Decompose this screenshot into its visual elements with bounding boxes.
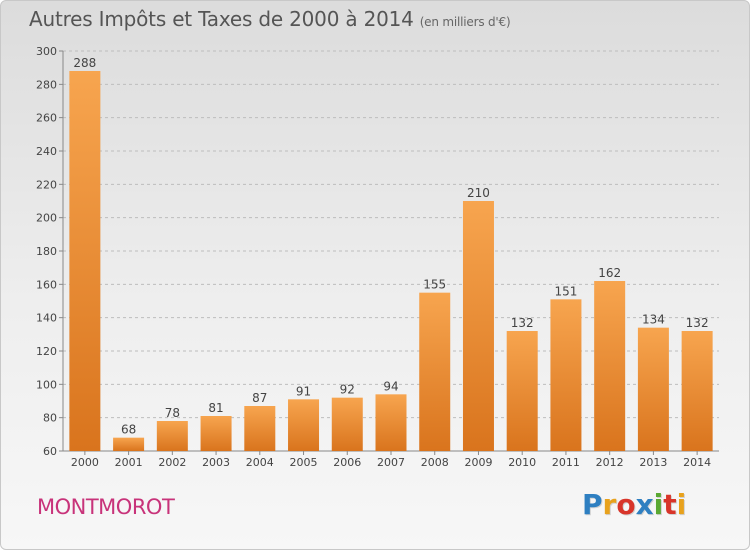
x-tick-label: 2003 [202,456,230,469]
bar [419,292,451,451]
chart-title: Autres Impôts et Taxes de 2000 à 2014 (en… [29,7,511,31]
y-tick-label: 180 [36,245,57,258]
logo-letter: t [663,488,677,521]
bar [637,327,669,451]
x-tick-label: 2008 [421,456,449,469]
bar [506,331,538,451]
x-tick-label: 2011 [552,456,580,469]
bar-value-label: 81 [208,401,223,415]
x-tick-label: 2002 [158,456,186,469]
x-tick-label: 2001 [115,456,143,469]
chart-subtitle: (en milliers d'€) [419,15,511,29]
logo-letter: i [653,488,664,521]
logo-letter: P [582,488,603,521]
bar-value-label: 134 [642,313,665,327]
y-tick-label: 280 [36,78,57,91]
y-tick-label: 300 [36,45,57,58]
bar [113,437,145,451]
x-tick-label: 2009 [464,456,492,469]
x-tick-label: 2000 [71,456,99,469]
bar [681,331,713,451]
bar [244,406,276,451]
chart-title-text: Autres Impôts et Taxes de 2000 à 2014 [29,7,414,31]
bar-value-label: 151 [554,284,577,298]
bar [331,397,363,451]
logo-letter: i [676,488,687,521]
bar [200,416,232,451]
bar-value-label: 155 [423,278,446,292]
x-tick-label: 2004 [246,456,274,469]
bar [156,421,188,451]
y-tick-label: 60 [43,445,57,458]
x-tick-label: 2013 [639,456,667,469]
y-tick-label: 100 [36,378,57,391]
commune-name: MONTMOROT [37,495,175,519]
bar [550,299,582,451]
y-tick-label: 200 [36,212,57,225]
bar-value-label: 132 [686,316,709,330]
y-tick-label: 220 [36,178,57,191]
x-tick-label: 2007 [377,456,405,469]
bar-value-label: 68 [121,423,136,437]
labels: 60 80 100 120 140 160 180 200 220 240 260 280 300 200… [36,45,711,469]
bar [375,394,407,451]
x-tick-label: 2012 [596,456,624,469]
bar-value-label: 210 [467,186,490,200]
x-tick-label: 2010 [508,456,536,469]
y-tick-label: 240 [36,145,57,158]
bars [69,71,713,451]
y-tick-label: 120 [36,345,57,358]
y-tick-label: 140 [36,312,57,325]
bar-value-label: 132 [511,316,534,330]
bar [288,399,320,451]
logo-letter: o [616,488,636,521]
bar-value-label: 288 [73,56,96,70]
bar [594,281,626,451]
y-tick-label: 80 [43,412,57,425]
bar-value-label: 92 [340,383,355,397]
x-tick-label: 2006 [333,456,361,469]
proxiti-logo: Proxiti [582,488,686,521]
bar-value-label: 94 [383,379,398,393]
bar [69,71,101,451]
x-tick-label: 2014 [683,456,711,469]
logo-letter: r [602,488,617,521]
x-tick-label: 2005 [290,456,318,469]
bar-value-label: 162 [598,266,621,280]
bar-value-label: 87 [252,391,267,405]
bar-value-label: 78 [165,406,180,420]
bar-value-label: 91 [296,384,311,398]
bar [462,201,494,451]
y-tick-label: 160 [36,278,57,291]
logo-letter: x [635,488,654,521]
y-tick-label: 260 [36,112,57,125]
